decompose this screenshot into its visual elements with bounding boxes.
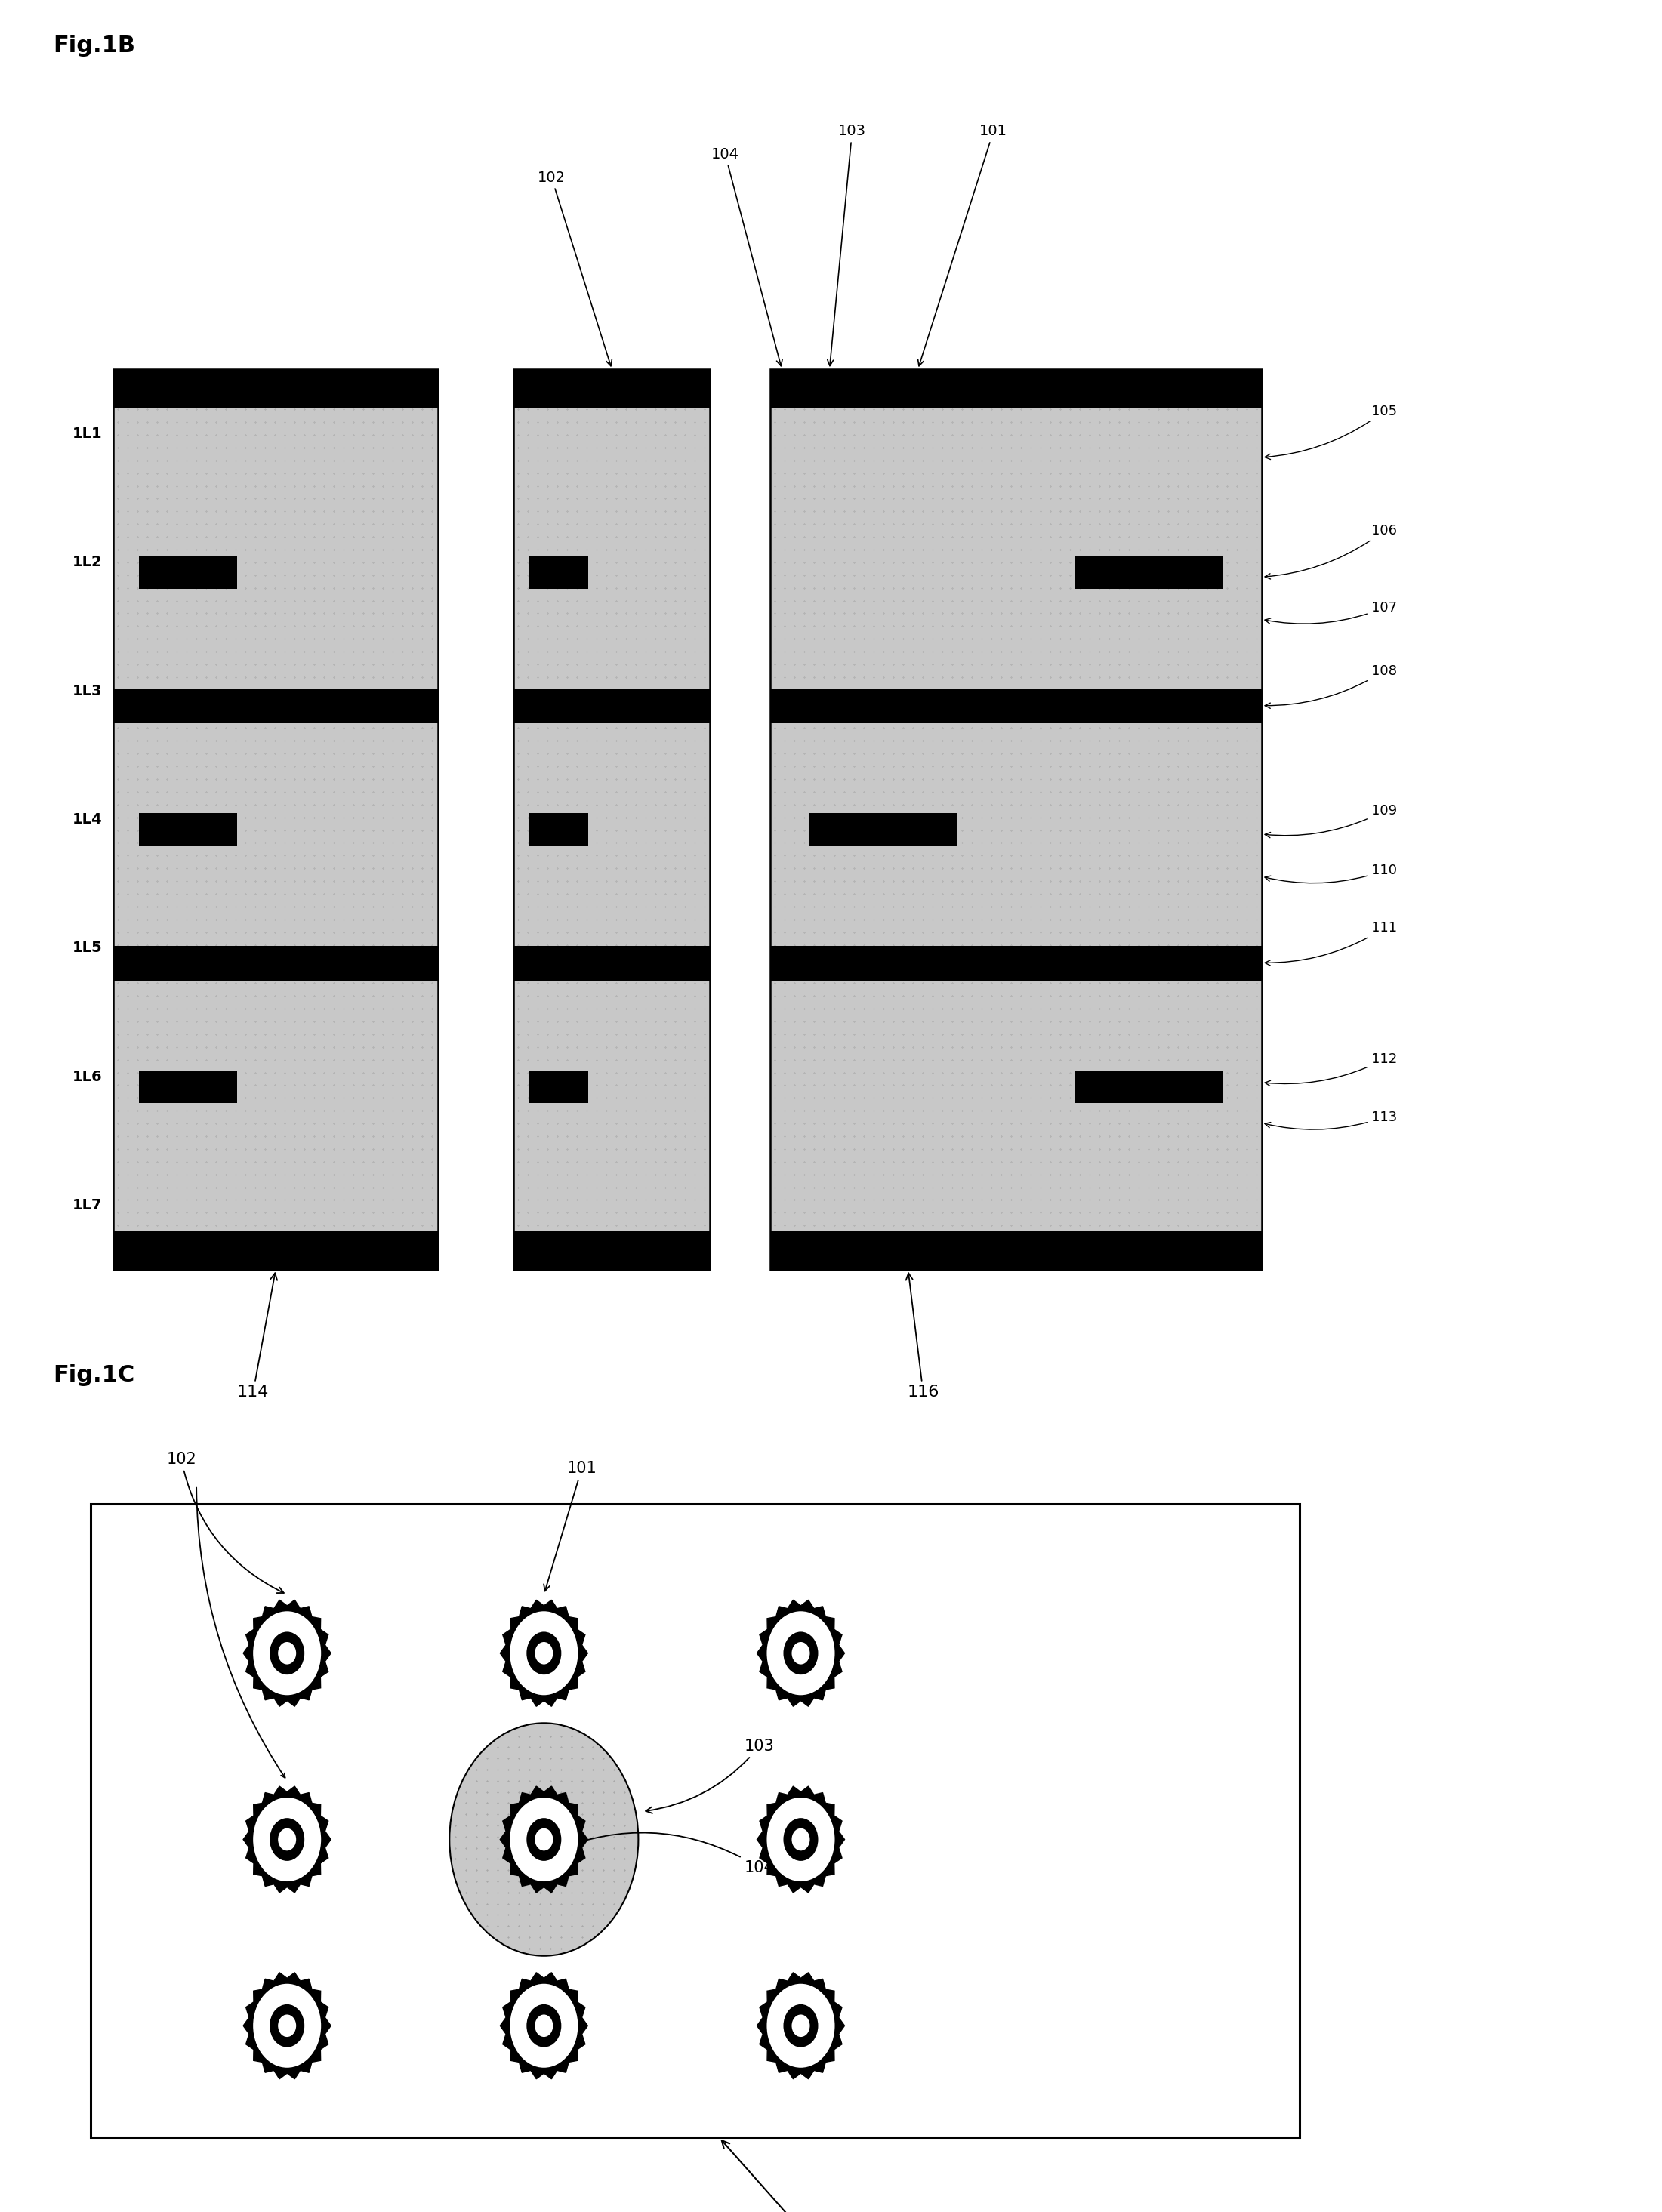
Text: 1L6: 1L6 xyxy=(71,1068,101,1084)
Text: 116: 116 xyxy=(906,1274,939,1400)
Bar xyxy=(530,1071,588,1104)
Text: 1L1: 1L1 xyxy=(721,2141,829,2212)
Text: 1L4: 1L4 xyxy=(71,812,101,827)
Circle shape xyxy=(449,1723,638,1955)
Circle shape xyxy=(766,1798,834,1882)
Bar xyxy=(140,1071,236,1104)
Text: 1L2: 1L2 xyxy=(71,555,101,568)
Bar xyxy=(809,814,957,845)
Bar xyxy=(771,1230,1261,1270)
Circle shape xyxy=(791,1829,809,1851)
Text: 101: 101 xyxy=(543,1462,597,1590)
Bar xyxy=(113,369,439,1270)
Bar xyxy=(113,688,439,723)
Bar xyxy=(771,688,1261,723)
Circle shape xyxy=(278,1641,296,1663)
Circle shape xyxy=(253,1798,321,1882)
Bar xyxy=(1075,555,1222,588)
Bar xyxy=(113,1230,439,1270)
Circle shape xyxy=(766,1984,834,2068)
Circle shape xyxy=(535,2015,553,2037)
Bar xyxy=(1075,1071,1222,1104)
Bar xyxy=(771,369,1261,407)
Circle shape xyxy=(510,1610,578,1694)
Text: 102: 102 xyxy=(166,1451,284,1593)
Circle shape xyxy=(766,1610,834,1694)
Bar xyxy=(113,369,439,407)
Circle shape xyxy=(527,1632,562,1674)
Circle shape xyxy=(791,2015,809,2037)
Bar xyxy=(530,555,588,588)
Text: 111: 111 xyxy=(1265,922,1398,967)
Circle shape xyxy=(253,1984,321,2068)
Text: 114: 114 xyxy=(238,1274,278,1400)
Circle shape xyxy=(269,1632,304,1674)
Bar xyxy=(514,369,710,1270)
Polygon shape xyxy=(500,1599,588,1705)
Text: 101: 101 xyxy=(917,124,1007,365)
Circle shape xyxy=(527,1818,562,1860)
Text: 110: 110 xyxy=(1265,865,1396,883)
Circle shape xyxy=(253,1610,321,1694)
Text: 104: 104 xyxy=(558,1834,774,1876)
Polygon shape xyxy=(243,1973,331,2079)
Circle shape xyxy=(269,1818,304,1860)
Text: 108: 108 xyxy=(1265,664,1396,708)
Circle shape xyxy=(269,2004,304,2046)
Bar xyxy=(530,814,588,845)
Text: Fig.1B: Fig.1B xyxy=(53,35,135,58)
Bar xyxy=(514,688,710,723)
Text: 107: 107 xyxy=(1265,602,1398,624)
Bar xyxy=(113,947,439,980)
Polygon shape xyxy=(756,1599,844,1705)
Text: 103: 103 xyxy=(828,124,866,365)
Circle shape xyxy=(527,2004,562,2046)
Bar xyxy=(91,1504,1300,2137)
Circle shape xyxy=(510,1798,578,1882)
Bar xyxy=(140,555,236,588)
Text: 1L5: 1L5 xyxy=(71,940,101,956)
Text: 103: 103 xyxy=(647,1739,774,1814)
Polygon shape xyxy=(756,1973,844,2079)
Bar xyxy=(514,369,710,407)
Bar xyxy=(140,814,236,845)
Text: 105: 105 xyxy=(1265,405,1398,460)
Circle shape xyxy=(278,2015,296,2037)
Text: 112: 112 xyxy=(1265,1053,1398,1086)
Bar xyxy=(514,947,710,980)
Bar xyxy=(514,1230,710,1270)
Text: 102: 102 xyxy=(537,170,612,365)
Circle shape xyxy=(791,1641,809,1663)
Bar xyxy=(771,369,1261,1270)
Bar xyxy=(771,947,1261,980)
Polygon shape xyxy=(243,1787,331,1893)
Text: 109: 109 xyxy=(1265,805,1398,838)
Polygon shape xyxy=(756,1787,844,1893)
Text: 1L3: 1L3 xyxy=(71,684,101,699)
Text: 104: 104 xyxy=(711,148,783,365)
Circle shape xyxy=(535,1641,553,1663)
Circle shape xyxy=(278,1829,296,1851)
Text: 1L7: 1L7 xyxy=(71,1199,101,1212)
Text: Fig.1C: Fig.1C xyxy=(53,1365,135,1387)
Text: 1L1: 1L1 xyxy=(71,427,101,440)
Polygon shape xyxy=(243,1599,331,1705)
Circle shape xyxy=(783,2004,818,2046)
Circle shape xyxy=(783,1632,818,1674)
Bar xyxy=(771,369,1261,1270)
Polygon shape xyxy=(500,1973,588,2079)
Bar xyxy=(113,369,439,1270)
Bar xyxy=(514,369,710,1270)
Circle shape xyxy=(535,1829,553,1851)
Text: 106: 106 xyxy=(1265,524,1396,580)
Text: 113: 113 xyxy=(1265,1110,1398,1130)
Circle shape xyxy=(783,1818,818,1860)
Polygon shape xyxy=(500,1787,588,1893)
Circle shape xyxy=(510,1984,578,2068)
